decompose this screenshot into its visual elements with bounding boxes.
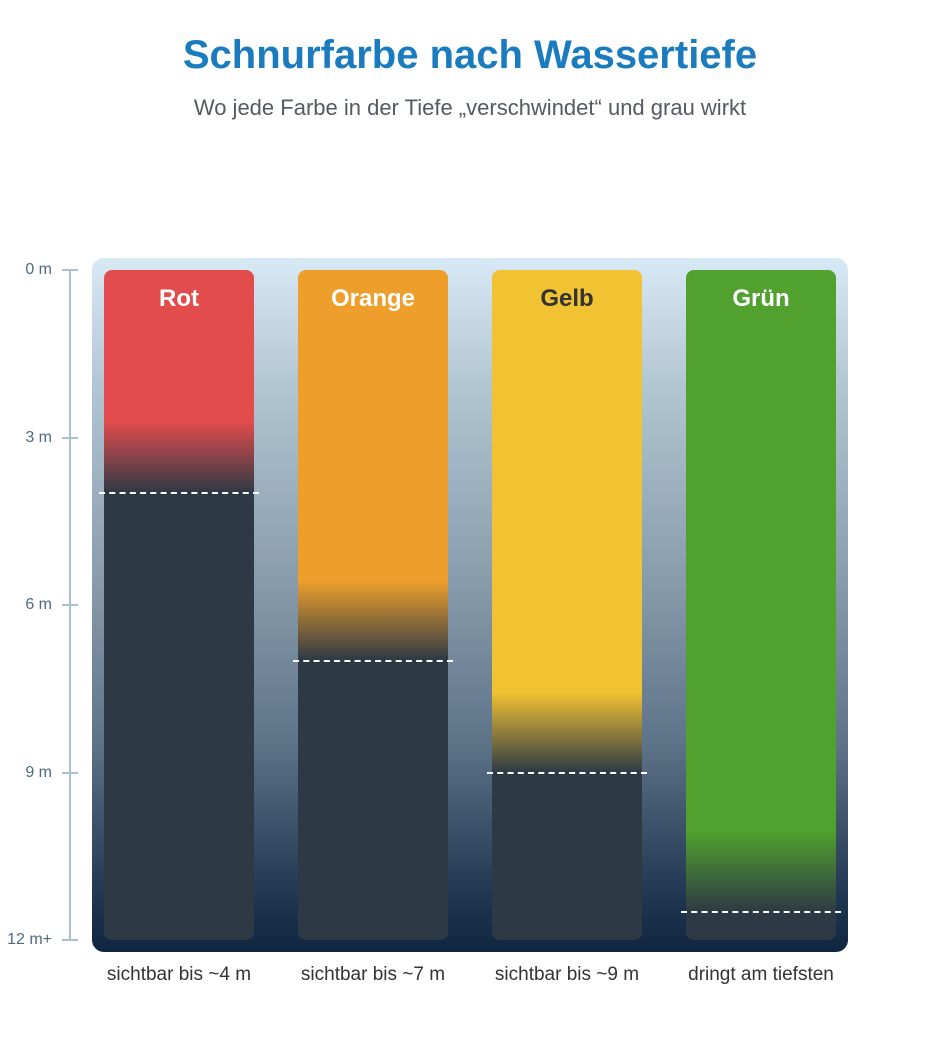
bar-gelb: Gelb xyxy=(492,270,642,940)
chart-title: Schnurfarbe nach Wassertiefe xyxy=(182,33,758,77)
bar-caption: sichtbar bis ~7 m xyxy=(300,964,446,985)
visibility-cutoff-line xyxy=(293,659,453,662)
bar-label: Orange xyxy=(330,285,416,312)
bar-caption: dringt am tiefsten xyxy=(688,964,834,985)
bar-orange: Orange xyxy=(298,270,448,940)
chart-subtitle: Wo jede Farbe in der Tiefe „verschwindet… xyxy=(193,95,747,120)
y-tick-label: 12 m+ xyxy=(7,931,52,948)
y-tick xyxy=(62,604,78,606)
bar-caption: sichtbar bis ~9 m xyxy=(494,964,640,985)
bar-rot: Rot xyxy=(104,270,254,940)
y-tick xyxy=(62,436,78,439)
y-tick xyxy=(62,269,78,271)
bar-label: Rot xyxy=(159,285,199,312)
y-tick-label: 9 m xyxy=(25,763,52,781)
y-tick-label: 3 m xyxy=(25,428,52,446)
bar-label: Grün xyxy=(732,285,790,312)
y-tick xyxy=(62,939,78,941)
bar-label: Gelb xyxy=(540,285,594,312)
visibility-cutoff-line xyxy=(99,492,259,495)
y-tick-label: 0 m xyxy=(25,261,52,278)
bar-caption: sichtbar bis ~4 m xyxy=(106,964,252,985)
bar-grün: Grün xyxy=(686,270,836,940)
y-tick-label: 6 m xyxy=(25,596,52,613)
visibility-cutoff-line xyxy=(487,771,647,774)
y-tick xyxy=(62,771,78,774)
visibility-cutoff-line xyxy=(681,911,841,914)
